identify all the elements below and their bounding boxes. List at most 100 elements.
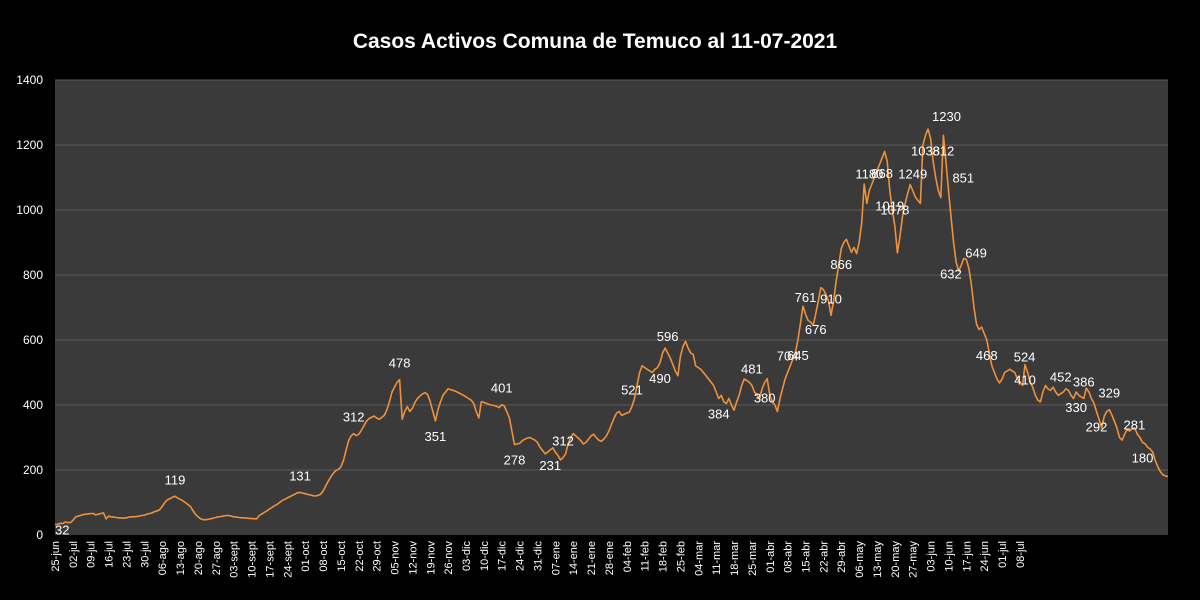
x-tick-label: 12-nov xyxy=(407,541,419,575)
x-tick-label: 25-mar xyxy=(747,541,759,576)
y-tick-label: 200 xyxy=(23,463,43,477)
data-label: 384 xyxy=(708,407,730,422)
data-labels: 32 119 131 312 478 351 401 278 231 312 521 490 596 38… xyxy=(55,109,1153,538)
x-tick-label: 15-oct xyxy=(336,541,348,572)
data-label: 131 xyxy=(289,468,311,483)
x-tick-label: 01-abr xyxy=(765,541,777,573)
data-label: 312 xyxy=(552,434,574,449)
x-tick-label: 20-may xyxy=(890,541,902,578)
x-tick-label: 31-dic xyxy=(532,541,544,571)
x-tick-label: 08-jul xyxy=(1015,541,1027,568)
x-tick-label: 27-ago xyxy=(211,541,223,575)
x-tick-label: 20-ago xyxy=(193,541,205,575)
x-tick-label: 13-may xyxy=(872,541,884,578)
data-label: 312 xyxy=(343,410,365,425)
data-label: 380 xyxy=(754,390,776,405)
x-tick-label: 18-feb xyxy=(658,541,670,572)
data-label: 1230 xyxy=(932,109,961,124)
x-tick-label: 06-may xyxy=(854,541,866,578)
y-tick-label: 0 xyxy=(36,528,43,542)
x-tick-label: 04-feb xyxy=(622,541,634,572)
grid-lines xyxy=(55,79,1168,471)
x-tick-label: 30-jul xyxy=(139,541,151,568)
x-tick-label: 25-jun xyxy=(50,541,62,572)
x-tick-label: 11-feb xyxy=(640,541,652,571)
x-tick-label: 10-sept xyxy=(247,541,259,578)
x-tick-label: 14-ene xyxy=(568,541,580,575)
x-tick-label: 17-jun xyxy=(961,541,973,572)
data-label: 180 xyxy=(1132,450,1154,465)
data-label: 281 xyxy=(1123,418,1145,433)
data-label: 676 xyxy=(805,322,827,337)
data-label: 231 xyxy=(539,458,561,473)
data-label: 632 xyxy=(940,266,962,281)
data-label: 704 xyxy=(777,349,799,364)
x-tick-label: 22-oct xyxy=(354,541,366,572)
x-tick-label: 18-mar xyxy=(729,541,741,576)
data-label: 32 xyxy=(55,523,69,538)
plot-area xyxy=(55,80,1168,535)
y-axis-ticks: 0 200 400 600 800 1000 1200 1400 xyxy=(16,73,43,542)
data-label: 401 xyxy=(491,381,513,396)
data-label: 490 xyxy=(649,371,671,386)
x-tick-label: 08-oct xyxy=(318,541,330,572)
x-tick-label: 24-jun xyxy=(979,541,991,572)
x-tick-label: 13-ago xyxy=(175,541,187,575)
data-label: 1180 xyxy=(855,167,883,182)
data-label: 812 xyxy=(933,143,955,158)
x-tick-label: 29-oct xyxy=(372,541,384,572)
data-label: 761 xyxy=(795,290,817,305)
x-tick-label: 01-oct xyxy=(300,541,312,572)
y-tick-label: 400 xyxy=(23,398,43,412)
x-tick-label: 23-jul xyxy=(121,541,133,568)
data-label: 866 xyxy=(830,257,852,272)
data-label: 910 xyxy=(820,291,842,306)
x-tick-label: 01-jul xyxy=(997,541,1009,568)
x-tick-label: 02-jul xyxy=(68,541,80,568)
x-tick-label: 29-abr xyxy=(836,541,848,573)
data-label: 386 xyxy=(1073,375,1095,390)
data-label: 1078 xyxy=(880,202,909,217)
x-tick-label: 22-abr xyxy=(818,541,830,573)
x-tick-label: 26-nov xyxy=(443,541,455,575)
data-label: 1019 xyxy=(875,199,904,214)
x-tick-label: 17-sept xyxy=(264,541,276,578)
data-label: 351 xyxy=(425,429,447,444)
data-label: 645 xyxy=(787,348,809,363)
x-tick-label: 28-ene xyxy=(604,541,616,575)
data-label: 481 xyxy=(741,362,763,377)
data-label: 524 xyxy=(1014,349,1036,364)
x-tick-label: 16-jul xyxy=(104,541,116,568)
x-tick-label: 10-dic xyxy=(479,541,491,571)
y-tick-label: 600 xyxy=(23,333,43,347)
x-tick-label: 03-sept xyxy=(229,541,241,578)
data-label: 1038 xyxy=(911,143,940,158)
data-label: 278 xyxy=(504,453,526,468)
x-tick-label: 24-dic xyxy=(515,541,527,571)
x-tick-label: 27-may xyxy=(908,541,920,578)
data-label: 596 xyxy=(657,329,679,344)
x-tick-label: 17-dic xyxy=(497,541,509,571)
x-tick-label: 06-ago xyxy=(157,541,169,575)
x-tick-label: 08-abr xyxy=(783,541,795,573)
x-tick-label: 10-jun xyxy=(943,541,955,572)
x-tick-label: 04-mar xyxy=(693,541,705,576)
y-tick-label: 1000 xyxy=(16,203,43,217)
data-label: 292 xyxy=(1086,420,1108,435)
x-tick-label: 21-ene xyxy=(586,541,598,575)
x-tick-label: 19-nov xyxy=(425,541,437,575)
data-label: 330 xyxy=(1065,400,1087,415)
x-tick-label: 03-jun xyxy=(926,541,938,572)
data-label: 452 xyxy=(1050,370,1072,385)
chart-title: Casos Activos Comuna de Temuco al 11-07-… xyxy=(352,30,838,53)
x-tick-label: 24-sept xyxy=(282,541,294,578)
x-tick-label: 25-feb xyxy=(675,541,687,572)
data-label: 468 xyxy=(976,348,998,363)
y-tick-label: 1400 xyxy=(16,73,43,87)
x-tick-label: 15-abr xyxy=(801,541,813,573)
x-tick-label: 07-ene xyxy=(550,541,562,575)
data-label: 649 xyxy=(965,245,987,260)
data-label: 410 xyxy=(1014,373,1036,388)
data-label: 851 xyxy=(952,171,974,186)
